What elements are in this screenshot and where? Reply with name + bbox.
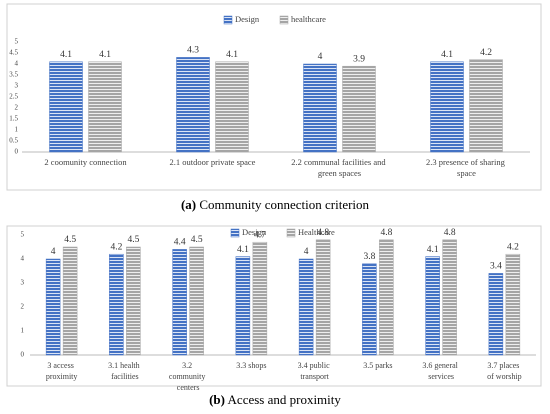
legend-swatch [279,15,289,25]
x-tick-label: 3.5 parks [363,361,392,370]
legend-swatch [286,228,296,238]
value-label: 4.3 [187,46,199,56]
bar [126,246,141,356]
x-tick-label: 3.6 general services [422,361,460,381]
value-label: 4.1 [427,245,439,255]
y-tick-label: 0 [15,148,19,156]
value-label: 4.2 [480,48,492,58]
bar [235,256,251,356]
value-label: 4.5 [64,235,76,245]
y-tick-label: 3 [15,82,19,90]
value-label: 4.2 [507,242,519,252]
y-tick-label: 5 [21,231,25,239]
value-label: 4.8 [317,228,329,238]
bar [362,263,377,356]
y-tick-label: 4 [15,60,19,68]
bar [315,239,331,356]
bar [88,61,122,153]
legend-label: Design [235,14,260,24]
bar [379,239,394,356]
x-tick-label: 3.2 community centers [169,361,207,392]
value-label: 4.5 [191,235,203,245]
y-tick-label: 1.5 [9,115,18,123]
x-tick-label: 3.3 shops [236,361,266,370]
value-label: 4.8 [444,228,456,238]
y-tick-label: 4 [21,255,25,263]
y-tick-label: 3 [21,279,25,287]
x-tick-label: 3.7 places of worship [487,361,521,381]
y-tick-label: 4.5 [9,49,18,57]
value-label: 4.4 [174,238,186,248]
y-tick-label: 3.5 [9,71,18,79]
value-label: 4.7 [254,230,266,240]
bar [176,57,210,153]
bar [172,249,187,356]
value-label: 4.1 [99,50,111,60]
value-label: 3.8 [363,252,375,262]
caption-text: Access and proximity [228,392,342,407]
bar [189,246,204,356]
x-tick-label: 2 coomunity connection [44,157,127,167]
caption: (a) Community connection criterion [181,197,370,212]
bar [298,258,314,356]
legend-swatch [223,15,233,25]
legend-label: Healthcare [298,227,335,237]
chart-frame [6,225,542,387]
caption-label: (a) [181,197,196,212]
caption-label: (b) [209,392,225,407]
y-tick-label: 0.5 [9,137,18,145]
bar [49,61,83,153]
legend-label: healthcare [291,14,326,24]
bar [505,253,521,356]
y-tick-label: 1 [15,126,19,134]
value-label: 4.1 [226,50,238,60]
y-tick-label: 2.5 [9,93,18,101]
x-tick-label: 2.1 outdoor private space [170,157,256,167]
value-label: 3.9 [353,54,365,64]
caption: (b) Access and proximity [209,392,341,407]
value-label: 4.5 [127,235,139,245]
x-tick-label: 2.3 presence of sharing space [426,157,507,178]
bar [488,273,504,356]
value-label: 4 [318,52,323,62]
bar [469,59,503,153]
value-label: 3.4 [490,262,502,272]
value-label: 4.1 [441,50,453,60]
value-label: 4 [304,247,309,257]
bar [425,256,440,356]
value-label: 4.1 [60,50,72,60]
y-tick-label: 1 [21,327,25,335]
value-label: 4.2 [110,242,122,252]
value-label: 4.1 [237,245,249,255]
x-tick-label: 3.4 public transport [298,361,332,381]
value-label: 4 [51,247,56,257]
y-tick-label: 2 [21,303,25,311]
bar [252,241,268,356]
y-tick-label: 2 [15,104,19,112]
x-tick-label: 2.2 communal facilities and green spaces [291,157,388,178]
caption-text: Community connection criterion [199,197,369,212]
y-tick-label: 5 [15,38,19,46]
x-tick-label: 3 access proximity [46,361,78,381]
legend-swatch [230,228,240,238]
bar [430,61,464,153]
bar [109,253,124,356]
y-tick-label: 0 [21,351,25,359]
bar [215,61,249,153]
value-label: 4.8 [380,228,392,238]
legend-label: Design [242,227,267,237]
bar [62,246,78,356]
bar [442,239,457,356]
bar [45,258,61,356]
x-tick-label: 3.1 health facilities [108,361,142,381]
bar [342,65,376,153]
bar [303,63,337,153]
